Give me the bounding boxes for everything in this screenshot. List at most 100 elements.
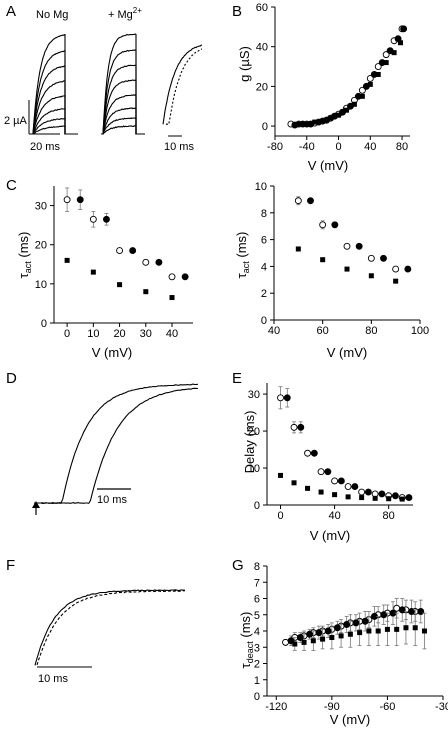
chart-b-xlabel: V (mV) [308,158,348,173]
data-point-open-circle [331,477,339,485]
data-point-filled-circle [361,617,369,625]
data-point-filled-square [332,492,338,498]
data-point-filled-square [169,295,175,301]
current-trace [31,95,66,135]
data-point-filled-circle [391,492,399,500]
data-point-filled-circle [296,634,304,641]
chart-c-right: 40 60 80 100 0 2 4 6 8 10 [255,181,429,337]
current-trace [101,94,137,135]
data-point-filled-square [328,115,334,121]
data-point-filled-circle [378,490,386,498]
data-point-filled-square [305,485,311,491]
panel-b-letter: B [232,3,242,20]
trace-group-mg [101,33,145,135]
data-point-filled-circle [398,606,406,614]
data-point-filled-square [384,626,390,632]
data-point-open-circle [344,483,352,490]
data-point-filled-square [338,633,344,639]
data-point-open-circle [358,488,366,496]
panel-a: A No Mg + Mg2+ 2 µA 20 ms 10 ms [4,3,203,153]
scale-label-time-right: 10 ms [164,141,194,153]
y-tick-label: 2 [254,659,260,671]
data-point-filled-circle [283,394,291,402]
y-tick-label: 60 [256,2,268,14]
data-point-open-circle [290,423,298,431]
current-trace [101,125,137,135]
data-point-filled-circle [155,258,163,266]
data-point-open-circle [317,468,325,476]
data-point-open-circle [168,273,176,281]
data-point-open-circle [366,74,374,82]
trace-group-overlay [162,44,203,126]
tail-trace [64,108,78,135]
data-point-filled-circle [333,624,341,632]
chart-e-xlabel: V (mV) [310,528,350,543]
data-point-open-circle [382,51,390,59]
x-tick-label: -40 [299,141,315,153]
current-trace [31,108,65,135]
data-point-filled-square [117,282,123,288]
data-point-filled-square [368,273,374,279]
data-point-filled-square [412,625,418,631]
panel-c-letter: C [6,177,17,194]
data-point-filled-circle [380,254,387,262]
y-tick-label: 7 [254,577,260,589]
data-point-filled-square [344,266,350,272]
tail-trace [64,80,78,135]
data-point-filled-circle [324,627,332,635]
current-trace [101,64,137,135]
y-tick-label: 6 [261,235,267,247]
chart-c-left-xlabel: V (mV) [92,345,132,360]
data-point-open-circle [374,63,382,70]
data-point-filled-square [301,639,307,645]
chart-b-ylabel: g (µS) [237,46,252,82]
panel-g: G -120 -90 -60 -30 0 1 2 3 4 5 6 7 8 V (mV) τdeact (… [232,557,448,727]
x-tick-label: 0 [64,328,70,340]
y-tick-label: 1 [254,675,260,687]
x-tick-label: 20 [113,328,125,340]
chart-g-xlabel: V (mV) [330,712,370,727]
data-point-filled-square [336,112,342,118]
data-point-open-circle [63,196,71,204]
current-trace [101,49,137,135]
current-trace [31,65,65,135]
data-point-filled-square [399,496,405,502]
data-point-filled-circle [306,630,314,638]
x-tick-label: -120 [265,701,287,713]
data-point-filled-square [394,626,400,632]
panel-b: B -80 -40 0 40 80 0 20 40 60 V (mV) g (µS) [232,2,410,173]
y-tick-label: 0 [41,318,47,330]
current-trace [31,50,66,135]
x-tick-label: 30 [140,328,152,340]
data-point-open-circle [116,247,124,255]
data-point-filled-circle [103,215,110,223]
data-point-open-circle [277,394,284,402]
current-trace [31,125,66,135]
data-point-filled-square [295,246,301,252]
y-tick-label: 20 [248,426,260,438]
tail-trace [135,50,145,135]
data-point-filled-square [318,489,324,495]
data-point-filled-square [278,472,284,478]
data-point-filled-square [375,71,381,77]
data-point-filled-circle [343,621,351,628]
data-point-filled-square [90,269,96,275]
trace-group-d [34,383,199,504]
tail-trace [135,34,145,135]
current-trace [101,33,137,135]
tail-trace [135,126,145,135]
normalized-trace-solid [162,44,203,125]
tail-trace [135,65,145,135]
tail-trace [64,34,78,135]
trace-group-f [34,589,186,666]
panel-a-label-no-mg: No Mg [36,9,68,21]
data-point-filled-circle [324,468,332,476]
data-point-open-circle [358,86,366,94]
y-tick-label: 2 [261,288,267,300]
y-tick-label: 40 [256,42,268,54]
data-point-filled-circle [364,488,372,496]
y-tick-label: 8 [261,208,267,220]
tail-trace [64,126,78,135]
y-tick-label: 4 [261,261,267,273]
y-tick-label: 5 [254,610,260,622]
